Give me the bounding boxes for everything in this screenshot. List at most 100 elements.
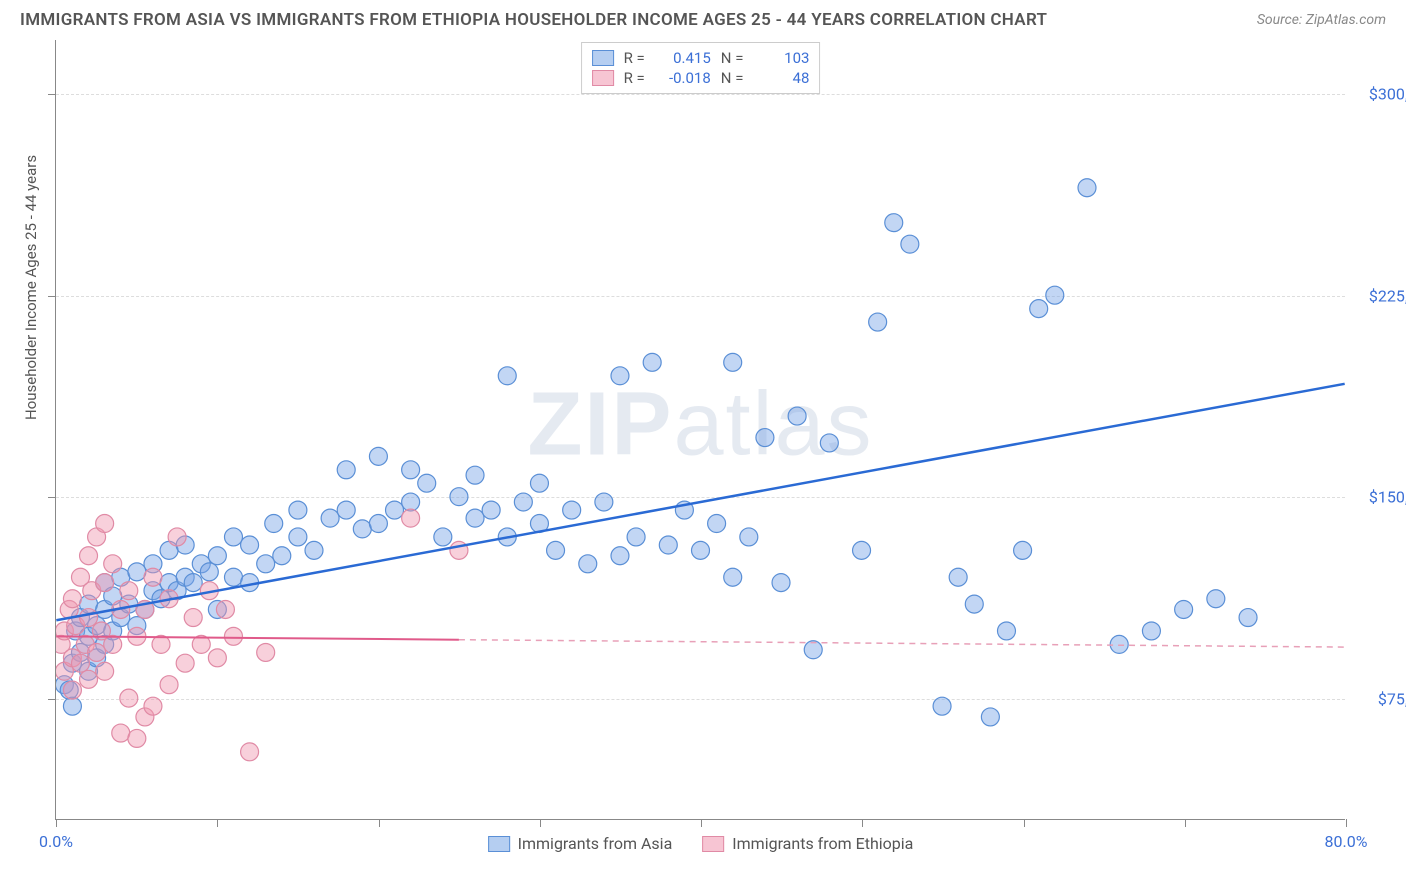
data-point (756, 429, 774, 447)
data-point (981, 708, 999, 726)
data-point (144, 568, 162, 586)
data-point (63, 590, 81, 608)
legend-label-asia: Immigrants from Asia (518, 834, 673, 853)
r-label: R = (624, 69, 645, 87)
data-point (112, 724, 130, 742)
y-tick-label: $75,000 (1355, 689, 1406, 708)
data-point (724, 353, 742, 371)
data-point (482, 501, 500, 519)
data-point (128, 563, 146, 581)
y-tick (48, 94, 56, 95)
data-point (273, 547, 291, 565)
data-point (224, 627, 242, 645)
plot-area: ZIPatlas R = 0.415 N = 103 R = -0.018 N … (55, 40, 1345, 820)
data-point (708, 515, 726, 533)
data-point (627, 528, 645, 546)
data-point (1030, 300, 1048, 318)
data-point (402, 509, 420, 527)
data-point (595, 493, 613, 511)
x-tick (217, 819, 218, 827)
data-point (337, 501, 355, 519)
legend-item-ethiopia: Immigrants from Ethiopia (702, 834, 913, 853)
data-point (949, 568, 967, 586)
data-point (200, 563, 218, 581)
chart-title: IMMIGRANTS FROM ASIA VS IMMIGRANTS FROM … (20, 10, 1047, 30)
data-point (289, 528, 307, 546)
r-value-asia: 0.415 (655, 49, 711, 67)
x-tick-label: 0.0% (39, 832, 73, 851)
data-point (337, 461, 355, 479)
data-point (224, 528, 242, 546)
data-point (257, 555, 275, 573)
data-point (208, 547, 226, 565)
data-point (104, 635, 122, 653)
correlation-legend: R = 0.415 N = 103 R = -0.018 N = 48 (581, 42, 821, 94)
data-point (1207, 590, 1225, 608)
data-point (997, 622, 1015, 640)
data-point (321, 509, 339, 527)
data-point (120, 582, 138, 600)
data-point (1014, 541, 1032, 559)
data-point (853, 541, 871, 559)
legend-item-asia: Immigrants from Asia (488, 834, 673, 853)
data-point (96, 515, 114, 533)
data-point (104, 555, 122, 573)
data-point (611, 547, 629, 565)
data-point (740, 528, 758, 546)
data-point (466, 466, 484, 484)
data-point (643, 353, 661, 371)
x-tick (1185, 819, 1186, 827)
data-point (547, 541, 565, 559)
legend-label-ethiopia: Immigrants from Ethiopia (732, 834, 913, 853)
x-tick (1024, 819, 1025, 827)
data-point (184, 574, 202, 592)
data-point (160, 676, 178, 694)
data-point (80, 547, 98, 565)
data-point (96, 574, 114, 592)
data-point (80, 670, 98, 688)
data-point (788, 407, 806, 425)
data-point (434, 528, 452, 546)
trend-line-asia (56, 384, 1344, 620)
n-value-ethiopia: 48 (753, 69, 809, 87)
data-point (563, 501, 581, 519)
data-point (1239, 609, 1257, 627)
y-axis-label: Householder Income Ages 25 - 44 years (22, 155, 40, 420)
data-point (208, 649, 226, 667)
x-tick (379, 819, 380, 827)
data-point (1046, 286, 1064, 304)
data-point (369, 447, 387, 465)
legend-row-ethiopia: R = -0.018 N = 48 (592, 69, 810, 87)
data-point (241, 536, 259, 554)
data-point (184, 609, 202, 627)
n-value-asia: 103 (753, 49, 809, 67)
data-point (369, 515, 387, 533)
chart-container: IMMIGRANTS FROM ASIA VS IMMIGRANTS FROM … (0, 0, 1406, 892)
swatch-asia-icon (592, 50, 614, 66)
data-point (305, 541, 323, 559)
x-tick (862, 819, 863, 827)
data-point (128, 729, 146, 747)
y-tick (48, 699, 56, 700)
data-point (724, 568, 742, 586)
data-point (289, 501, 307, 519)
data-point (498, 367, 516, 385)
y-tick-label: $225,000 (1355, 286, 1406, 305)
data-point (450, 488, 468, 506)
data-point (176, 654, 194, 672)
data-point (1142, 622, 1160, 640)
data-point (353, 520, 371, 538)
data-point (1110, 635, 1128, 653)
data-point (63, 681, 81, 699)
data-point (257, 643, 275, 661)
x-tick-label: 80.0% (1325, 832, 1368, 851)
data-point (88, 643, 106, 661)
data-point (71, 654, 89, 672)
data-point (144, 697, 162, 715)
x-tick (56, 819, 57, 827)
data-point (885, 214, 903, 232)
r-label: R = (624, 49, 645, 67)
data-point (466, 509, 484, 527)
data-point (530, 474, 548, 492)
swatch-asia-icon (488, 836, 510, 852)
